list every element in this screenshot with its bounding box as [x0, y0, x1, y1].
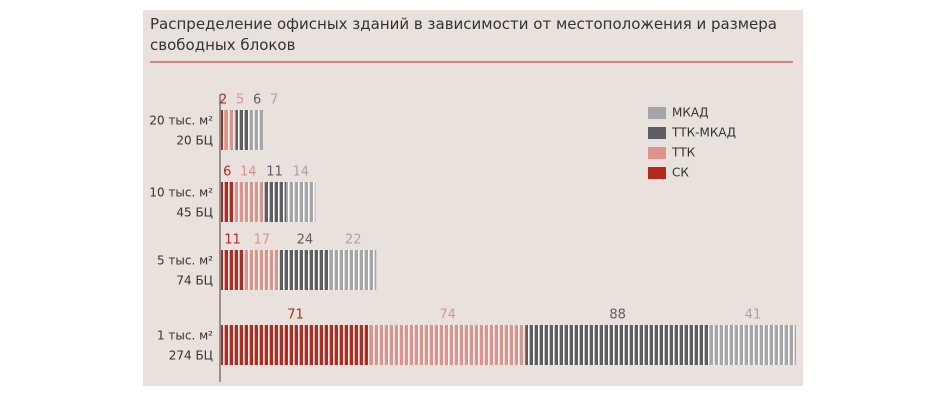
category-label: 1 тыс. м²	[157, 329, 213, 343]
legend-swatch	[648, 107, 666, 119]
bar-segment	[525, 325, 710, 365]
legend-swatch	[648, 167, 666, 179]
category-sublabel: 45 БЦ	[176, 206, 213, 220]
data-label: 5	[236, 93, 244, 108]
category-sublabel: 74 БЦ	[176, 274, 213, 288]
bar-segment	[279, 250, 331, 290]
bar-segment	[248, 110, 263, 150]
data-label: 22	[345, 233, 362, 248]
data-label: 14	[292, 165, 309, 180]
data-label: 14	[240, 165, 257, 180]
data-label: 7	[270, 93, 278, 108]
data-label: 88	[609, 308, 626, 323]
bar-segment	[221, 325, 370, 365]
title-box: Распределение офисных зданий в зависимос…	[150, 15, 777, 54]
data-label: 71	[287, 308, 304, 323]
bar-segment	[235, 110, 249, 150]
bar-segment	[221, 250, 245, 290]
bar-segment	[286, 182, 316, 222]
bar-segment	[330, 250, 377, 290]
data-label: 6	[253, 93, 261, 108]
legend-label: ТТК	[671, 146, 696, 160]
category-sublabel: 274 БЦ	[169, 349, 213, 363]
data-label: 24	[297, 233, 314, 248]
bar-segment	[709, 325, 796, 365]
bar-segment	[244, 250, 280, 290]
bar-segment	[233, 182, 263, 222]
chart-title: Распределение офисных зданий в зависимос…	[150, 15, 777, 54]
legend-swatch	[648, 147, 666, 159]
bar-segment	[221, 110, 226, 150]
category-sublabel: 20 БЦ	[176, 134, 213, 148]
data-label: 6	[223, 165, 231, 180]
data-label: 2	[219, 93, 227, 108]
bar-segment	[225, 110, 236, 150]
bar-segment	[369, 325, 526, 365]
legend-label: СК	[672, 166, 689, 180]
category-label: 5 тыс. м²	[157, 254, 213, 268]
data-label: 41	[745, 308, 762, 323]
legend-swatch	[648, 127, 666, 139]
category-label: 20 тыс. м²	[149, 114, 213, 128]
data-label: 74	[439, 308, 456, 323]
legend-label: МКАД	[672, 106, 708, 120]
data-label: 17	[254, 233, 271, 248]
data-label: 11	[224, 233, 241, 248]
data-label: 11	[266, 165, 283, 180]
category-label: 10 тыс. м²	[149, 186, 213, 200]
bar-segment	[262, 182, 287, 222]
bar-segment	[221, 182, 234, 222]
legend-label: ТТК-МКАД	[671, 126, 736, 140]
